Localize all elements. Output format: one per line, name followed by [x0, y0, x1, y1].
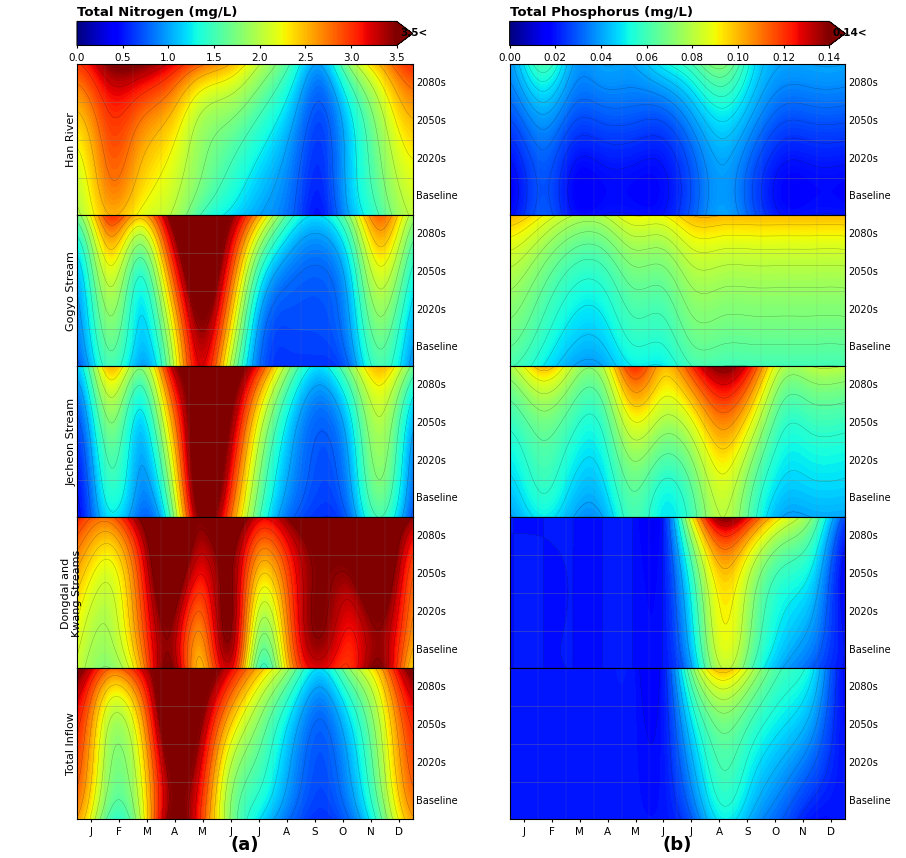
Text: Baseline: Baseline — [416, 191, 458, 202]
Text: (b): (b) — [663, 836, 692, 854]
Text: 2050s: 2050s — [416, 418, 446, 428]
Y-axis label: Gogyo Stream: Gogyo Stream — [66, 251, 76, 331]
Text: 2020s: 2020s — [416, 758, 446, 768]
Text: Total Phosphorus (mg/L): Total Phosphorus (mg/L) — [509, 6, 692, 19]
Text: 2050s: 2050s — [416, 116, 446, 126]
Text: 2050s: 2050s — [416, 569, 446, 579]
Text: 2080s: 2080s — [849, 682, 879, 692]
Text: 2050s: 2050s — [849, 569, 879, 579]
Text: 2080s: 2080s — [416, 229, 446, 239]
Text: 2080s: 2080s — [849, 531, 879, 541]
PathPatch shape — [397, 21, 413, 45]
Y-axis label: Jecheon Stream: Jecheon Stream — [66, 398, 76, 486]
Text: 2020s: 2020s — [416, 456, 446, 466]
Text: 2020s: 2020s — [849, 154, 879, 164]
Text: Baseline: Baseline — [416, 493, 458, 504]
Text: Baseline: Baseline — [416, 342, 458, 353]
Text: Baseline: Baseline — [849, 342, 891, 353]
Text: Total Nitrogen (mg/L): Total Nitrogen (mg/L) — [77, 6, 237, 19]
Text: 2020s: 2020s — [416, 154, 446, 164]
Text: Baseline: Baseline — [849, 795, 891, 806]
Text: Baseline: Baseline — [849, 644, 891, 655]
Text: 2080s: 2080s — [416, 380, 446, 390]
Y-axis label: Total Inflow: Total Inflow — [66, 712, 76, 776]
Text: 2020s: 2020s — [849, 758, 879, 768]
Text: Baseline: Baseline — [416, 795, 458, 806]
Text: 2050s: 2050s — [416, 720, 446, 730]
Text: 2020s: 2020s — [849, 305, 879, 315]
Text: 2050s: 2050s — [849, 267, 879, 277]
Text: 0.14<: 0.14< — [833, 28, 867, 39]
Text: 2080s: 2080s — [416, 78, 446, 88]
Text: Baseline: Baseline — [849, 191, 891, 202]
Text: 2080s: 2080s — [849, 78, 879, 88]
Text: 2050s: 2050s — [849, 720, 879, 730]
Text: 2020s: 2020s — [416, 607, 446, 617]
Text: Baseline: Baseline — [849, 493, 891, 504]
Y-axis label: Han River: Han River — [66, 112, 76, 167]
Text: Baseline: Baseline — [416, 644, 458, 655]
Text: 2020s: 2020s — [416, 305, 446, 315]
Text: 2050s: 2050s — [416, 267, 446, 277]
Text: 3.5<: 3.5< — [400, 28, 427, 39]
Text: 2080s: 2080s — [416, 682, 446, 692]
Text: 2080s: 2080s — [849, 229, 879, 239]
Text: 2080s: 2080s — [849, 380, 879, 390]
Text: 2050s: 2050s — [849, 116, 879, 126]
Text: (a): (a) — [231, 836, 259, 854]
Text: 2080s: 2080s — [416, 531, 446, 541]
PathPatch shape — [829, 21, 845, 45]
Text: 2020s: 2020s — [849, 607, 879, 617]
Text: 2050s: 2050s — [849, 418, 879, 428]
Y-axis label: Dongdal and
Kwang Streams: Dongdal and Kwang Streams — [61, 549, 82, 637]
Text: 2020s: 2020s — [849, 456, 879, 466]
